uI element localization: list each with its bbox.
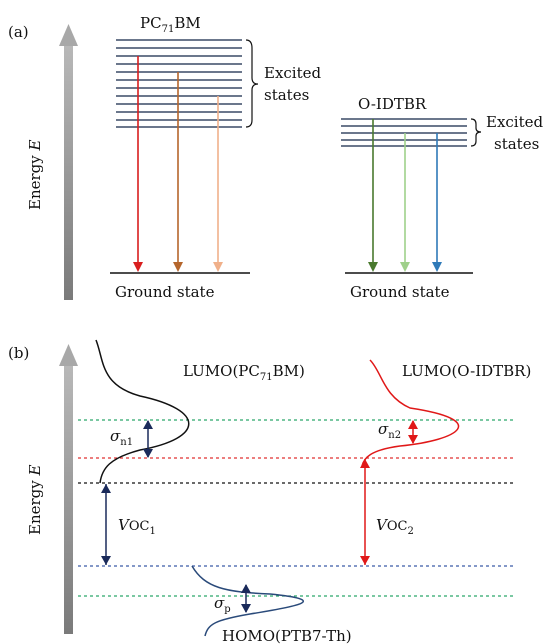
oidtbr-ground-label: Ground state	[350, 283, 450, 301]
lumo-pcbm-curve	[95, 339, 190, 484]
sigma-p-arrow	[241, 584, 251, 613]
voc1-arrow	[101, 484, 111, 565]
voc2-arrow	[360, 459, 370, 565]
oidtbr-arrows	[368, 119, 442, 272]
panel-a-label: (a)	[8, 23, 29, 41]
oidtbr-excited-label-2: states	[494, 135, 539, 153]
axis-a-label: Energy E	[26, 139, 44, 210]
homo-curve	[191, 565, 304, 637]
homo-label: HOMO(PTB7-Th)	[222, 627, 352, 644]
axis-b-label: Energy E	[26, 464, 44, 535]
pcbm-ground-label: Ground state	[115, 283, 215, 301]
sigma-n1-arrow	[143, 420, 153, 458]
lumo-oidtbr-curve	[361, 359, 460, 467]
voc2-label: VOC2	[376, 516, 414, 537]
axis-a	[59, 24, 78, 300]
oidtbr-title: O-IDTBR	[358, 95, 427, 113]
lumo-pcbm-label: LUMO(PC71BM)	[183, 362, 305, 383]
pcbm-excited-label: Excited	[264, 64, 322, 82]
voc1-label: VOC1	[118, 516, 156, 537]
sigma-p-label: σp	[214, 594, 231, 615]
pcbm-excited-levels	[116, 39, 242, 128]
panel-b-label: (b)	[8, 344, 29, 362]
pcbm-title: PC71BM	[140, 14, 201, 35]
pcbm-arrows	[133, 56, 223, 272]
pcbm-bracket	[245, 39, 259, 128]
oidtbr-excited-levels	[341, 118, 467, 147]
oidtbr-excited-label: Excited	[486, 113, 544, 131]
lumo-oidtbr-label: LUMO(O-IDTBR)	[402, 362, 531, 380]
axis-b	[59, 344, 78, 634]
sigma-n2-label: σn2	[378, 420, 401, 441]
sigma-n1-label: σn1	[110, 427, 133, 448]
pcbm-excited-label-2: states	[264, 86, 309, 104]
oidtbr-bracket	[470, 118, 482, 147]
sigma-n2-arrow	[408, 420, 418, 444]
